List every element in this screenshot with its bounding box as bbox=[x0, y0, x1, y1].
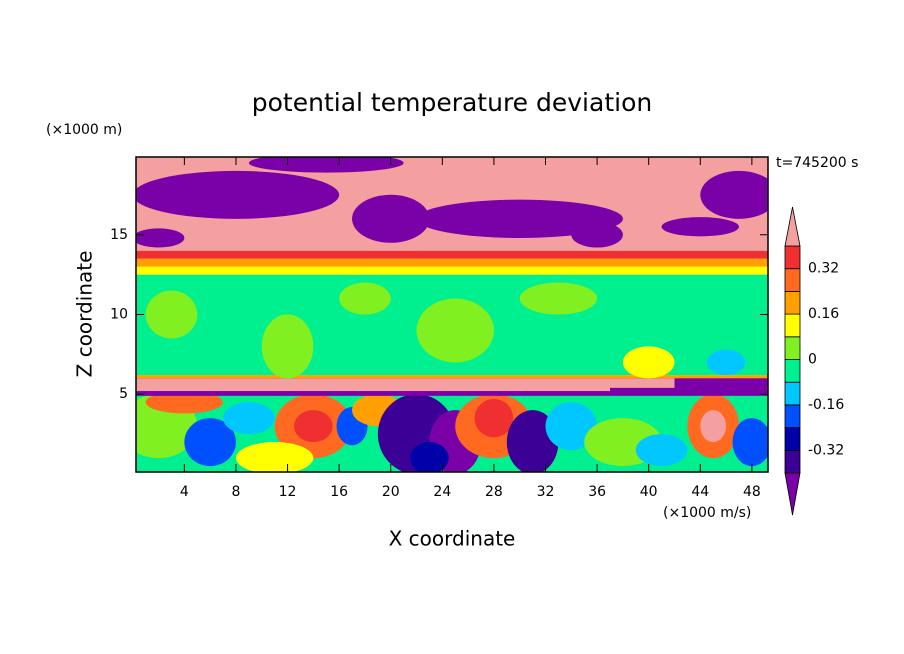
field-blob bbox=[506, 410, 559, 472]
y-unit: (×1000 m) bbox=[46, 122, 122, 138]
chart-title: potential temperature deviation bbox=[252, 88, 652, 117]
field-blob bbox=[519, 282, 598, 315]
x-tick-label: 28 bbox=[485, 484, 503, 500]
x-tick-label: 40 bbox=[640, 484, 658, 500]
field-blob bbox=[261, 314, 314, 379]
x-unit: (×1000 m/s) bbox=[663, 505, 751, 521]
colorbar-box bbox=[784, 336, 801, 360]
colorbar-top bbox=[784, 206, 801, 247]
colorbar-label: 0.16 bbox=[808, 306, 839, 322]
field-blob bbox=[352, 194, 430, 243]
x-tick-label: 4 bbox=[180, 484, 189, 500]
field-blob bbox=[700, 170, 768, 219]
field-blob bbox=[145, 290, 198, 339]
field-blob bbox=[416, 298, 494, 363]
colorbar-box bbox=[784, 268, 801, 292]
field-blob bbox=[293, 410, 333, 443]
field-blob bbox=[622, 346, 675, 379]
field-blob bbox=[136, 228, 185, 248]
field-band bbox=[610, 378, 675, 388]
colorbar-box bbox=[784, 245, 801, 270]
field-blob bbox=[235, 442, 314, 472]
field-blob bbox=[339, 282, 391, 315]
field-blob bbox=[706, 349, 746, 376]
field-blob bbox=[410, 442, 449, 472]
field-blob bbox=[145, 391, 224, 414]
colorbar-label: -0.32 bbox=[808, 442, 844, 458]
field-blob bbox=[700, 410, 727, 443]
colorbar-box bbox=[784, 449, 801, 474]
colorbar-label: -0.16 bbox=[808, 397, 844, 413]
x-tick-label: 32 bbox=[537, 484, 555, 500]
time-label: t=745200 s bbox=[776, 155, 858, 171]
field-blob bbox=[184, 418, 236, 467]
field-blob bbox=[545, 402, 598, 451]
field-blob bbox=[474, 398, 514, 438]
x-tick-label: 16 bbox=[330, 484, 348, 500]
field-blob bbox=[635, 434, 688, 467]
x-tick-label: 12 bbox=[279, 484, 297, 500]
colorbar-box bbox=[784, 290, 801, 315]
y-tick-label: 5 bbox=[119, 386, 128, 402]
colorbar-box bbox=[784, 427, 801, 451]
y-axis-label: Z coordinate bbox=[73, 251, 97, 378]
colorbar-box bbox=[784, 359, 801, 383]
x-axis-label: X coordinate bbox=[389, 527, 516, 551]
field-blob bbox=[732, 418, 768, 467]
field-band bbox=[136, 378, 610, 392]
colorbar-box bbox=[784, 313, 801, 338]
x-tick-label: 20 bbox=[382, 484, 400, 500]
colorbar-label: 0 bbox=[808, 352, 817, 368]
field-band bbox=[136, 258, 768, 267]
field-band bbox=[136, 375, 768, 379]
colorbar-box bbox=[784, 381, 801, 406]
field bbox=[136, 157, 768, 472]
field-band bbox=[136, 266, 768, 275]
field-blob bbox=[416, 199, 623, 239]
field-blob bbox=[571, 221, 623, 248]
field-blob bbox=[223, 402, 275, 435]
colorbar-label: 0.32 bbox=[808, 261, 839, 277]
y-tick-label: 15 bbox=[110, 227, 128, 243]
x-tick-label: 44 bbox=[691, 484, 709, 500]
field-blob bbox=[136, 170, 340, 219]
y-tick-label: 10 bbox=[110, 307, 128, 323]
field-blob bbox=[661, 217, 739, 237]
field-band bbox=[136, 250, 768, 259]
x-tick-label: 8 bbox=[231, 484, 240, 500]
x-tick-label: 24 bbox=[433, 484, 451, 500]
colorbar-box bbox=[784, 404, 801, 428]
colorbar-bottom bbox=[784, 472, 801, 516]
x-tick-label: 36 bbox=[588, 484, 606, 500]
x-tick-label: 48 bbox=[743, 484, 761, 500]
